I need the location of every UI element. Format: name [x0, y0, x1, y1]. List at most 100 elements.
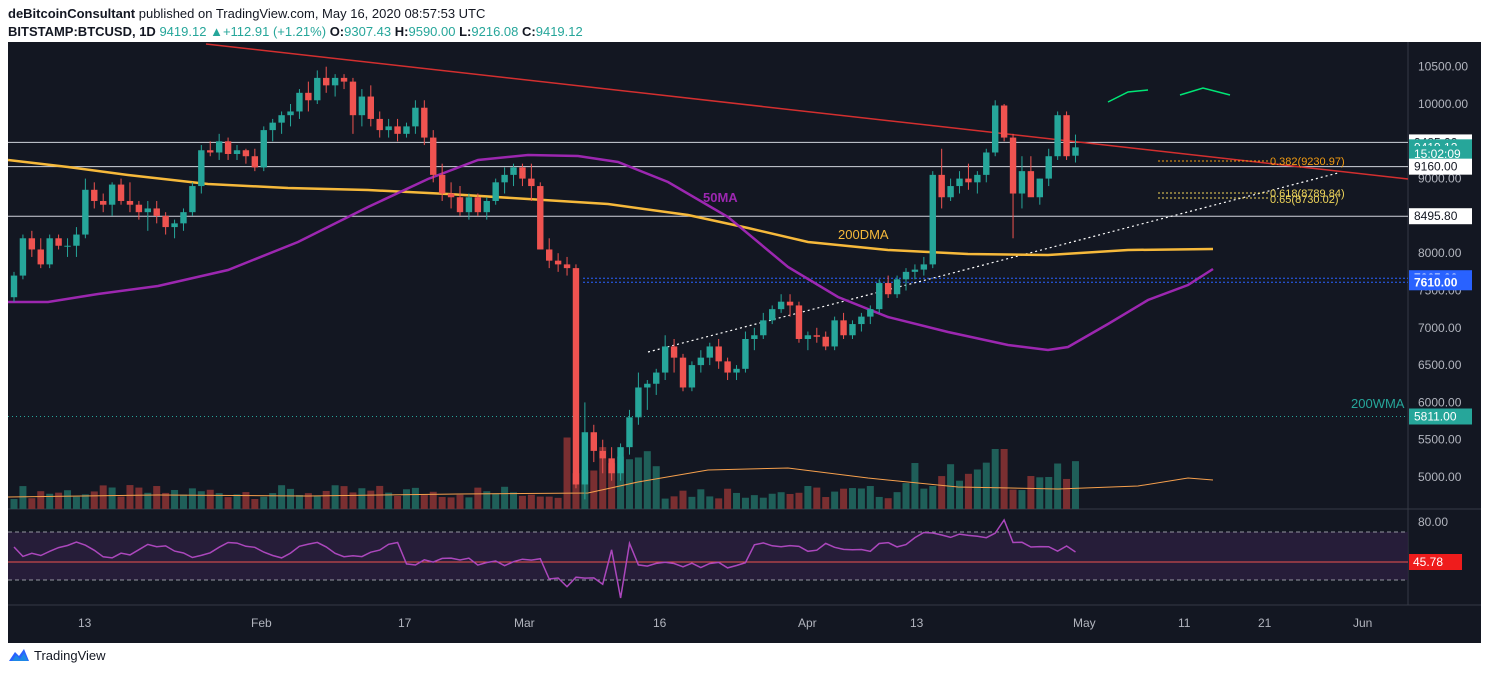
candle-body [626, 417, 633, 448]
price-tick-label: 9000.00 [1418, 172, 1462, 186]
time-tick-label: 17 [398, 616, 412, 630]
candle-body [483, 200, 490, 213]
open-value: 9307.43 [344, 24, 392, 39]
volume-bar [697, 489, 705, 509]
price-tick-label: 5500.00 [1418, 433, 1462, 447]
candle-body [117, 184, 125, 201]
author-name[interactable]: deBitcoinConsultant [8, 6, 136, 21]
candle-body [28, 238, 36, 250]
volume-bar [402, 489, 410, 509]
candle-body [554, 260, 562, 265]
up-arrow-icon: ▲ [210, 24, 223, 39]
symbol-label[interactable]: BITSTAMP:BTCUSD, 1D [8, 24, 156, 39]
dma200-label: 200DMA [838, 227, 889, 242]
volume-bar [1009, 489, 1017, 509]
volume-bar [447, 497, 455, 509]
volume-bar [759, 497, 767, 509]
dma200-line [8, 158, 1214, 257]
candle-body [501, 174, 508, 183]
low-value: 9216.08 [471, 24, 519, 39]
volume-bar [608, 463, 616, 509]
close-value: 9419.12 [535, 24, 583, 39]
volume-bar [322, 490, 330, 509]
volume-bar [81, 494, 89, 509]
rsi-pane [8, 518, 1408, 599]
candle-body [760, 320, 767, 336]
volume-bar [10, 499, 18, 509]
candle-body [224, 141, 232, 154]
time-tick-label: Feb [251, 616, 272, 630]
volume-bar [510, 492, 518, 509]
volume-bar [804, 486, 812, 509]
candle-body [1063, 115, 1070, 157]
candle-body [679, 357, 687, 388]
volume-bar [715, 498, 723, 509]
symbol-line: BITSTAMP:BTCUSD, 1D 9419.12 ▲+112.91 (+1… [8, 24, 583, 39]
chart-area[interactable]: 50MA 200DMA 200WMA 0.382(9230.97) 0.618(… [8, 42, 1481, 643]
volume-bar [840, 488, 848, 509]
price-tag [1409, 274, 1472, 291]
candle-body [983, 152, 990, 175]
candle-body [242, 150, 250, 157]
volume-bar [411, 487, 419, 509]
candle-body [786, 301, 794, 306]
volume-bar [99, 485, 107, 509]
price-tick-label: 6500.00 [1418, 358, 1462, 372]
candle-body [510, 167, 517, 175]
candle-body [1009, 137, 1017, 194]
fib-0382-label: 0.382(9230.97) [1270, 156, 1345, 168]
candle-body [421, 107, 428, 138]
price-tag-label: 7610.00 [1414, 275, 1458, 289]
volume-bar [706, 496, 714, 509]
candle-body [37, 249, 44, 265]
candle-body [233, 150, 241, 154]
volume-bar [964, 473, 972, 509]
time-tick-label: 13 [910, 616, 924, 630]
candle-body [661, 346, 669, 373]
last-price: 9419.12 [159, 24, 207, 39]
candle-body [822, 336, 829, 347]
volume-bar [349, 492, 357, 509]
price-tick-label: 6000.00 [1418, 395, 1462, 409]
volume-bar [269, 493, 277, 509]
tradingview-logo-icon[interactable] [8, 647, 30, 663]
volume-bar [572, 473, 580, 509]
volume-bar [465, 497, 473, 509]
volume-bar [135, 487, 143, 509]
volume-bar [456, 494, 464, 509]
candle-body [135, 204, 143, 213]
volume-bar [688, 496, 696, 509]
volume-bar [679, 490, 687, 509]
candle-body [10, 275, 18, 298]
candle-body [697, 357, 705, 366]
candle-body [331, 77, 339, 86]
trendline-dotted [647, 172, 1339, 353]
volume-bar [215, 493, 223, 509]
volume-bar [527, 494, 535, 509]
candle-body [617, 447, 624, 474]
volume-bar [956, 480, 964, 509]
volume-bar [652, 466, 660, 509]
volume-bar [251, 498, 259, 509]
volume-bar [911, 463, 919, 509]
volume-bar [768, 493, 776, 509]
candle-body [956, 178, 963, 187]
volume-bar [420, 495, 428, 509]
candle-body [296, 92, 303, 112]
tradingview-brand[interactable]: TradingView [34, 648, 106, 663]
volume-bar [724, 488, 732, 509]
volume-bar [670, 496, 678, 509]
candle-body [1018, 171, 1026, 194]
candle-body [340, 77, 348, 82]
candle-body [644, 383, 651, 388]
candle-body [1027, 171, 1035, 198]
volume-bar [144, 492, 152, 509]
candle-body [189, 186, 196, 213]
candle-body [902, 271, 910, 280]
volume-bar [902, 483, 910, 509]
volume-bar [920, 488, 928, 509]
candle-body [465, 197, 473, 213]
volume-bar [563, 437, 571, 509]
price-chart-svg[interactable]: 50MA 200DMA 200WMA 0.382(9230.97) 0.618(… [8, 42, 1481, 643]
price-tag [1409, 408, 1472, 425]
